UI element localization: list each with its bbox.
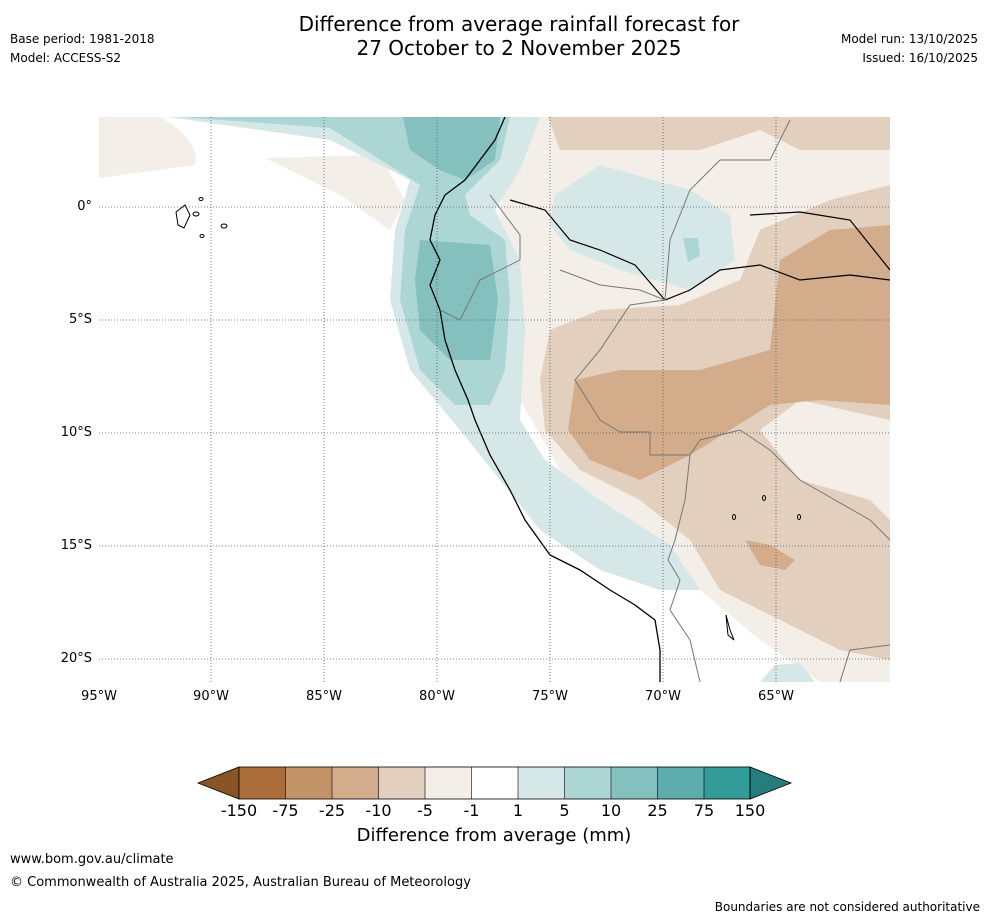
- colorbar-title: Difference from average (mm): [356, 825, 632, 846]
- boundaries-disclaimer: Boundaries are not considered authoritat…: [714, 900, 980, 914]
- colorbar-swatch: [332, 767, 379, 799]
- colorbar-tick: -5: [417, 801, 433, 820]
- colorbar-extend-low: [196, 766, 240, 800]
- copyright: © Commonwealth of Australia 2025, Austra…: [10, 875, 471, 890]
- lon-label: 80°W: [419, 689, 455, 704]
- colorbar-extend-high: [749, 766, 793, 800]
- colorbar-tick: 1: [512, 801, 524, 820]
- colorbar-swatch: [704, 767, 750, 799]
- colorbar-swatch: [611, 767, 658, 799]
- base-period: Base period: 1981-2018: [10, 32, 155, 46]
- title-line-1: Difference from average rainfall forecas…: [298, 12, 740, 36]
- lat-label: 0°: [77, 199, 92, 214]
- issued-date: Issued: 16/10/2025: [862, 51, 978, 65]
- lon-label: 90°W: [193, 689, 229, 704]
- title-line-2: 27 October to 2 November 2025: [356, 36, 682, 60]
- colorbar-tick: 10: [600, 801, 622, 820]
- colorbar-swatch: [378, 767, 425, 799]
- colorbar-tick: -25: [318, 801, 346, 820]
- colorbar-tick: -150: [220, 801, 258, 820]
- colorbar-swatch: [657, 767, 704, 799]
- lat-label: 15°S: [60, 538, 92, 553]
- colorbar-swatch: [285, 767, 332, 799]
- colorbar-swatch: [564, 767, 611, 799]
- lat-label: 10°S: [60, 425, 92, 440]
- colorbar-swatch: [518, 767, 565, 799]
- anomaly-shading: [99, 117, 890, 682]
- colorbar-tick: 25: [647, 801, 668, 820]
- lon-label: 95°W: [81, 689, 117, 704]
- colorbar-tick: -10: [365, 801, 392, 820]
- colorbar-swatch: [239, 767, 286, 799]
- lat-label: 5°S: [68, 312, 92, 327]
- colorbar-tick: -75: [272, 801, 299, 820]
- colorbar-tick: -1: [463, 801, 480, 820]
- colorbar-swatch: [471, 767, 518, 799]
- lon-label: 85°W: [306, 689, 342, 704]
- lon-label: 70°W: [645, 689, 681, 704]
- lat-label: 20°S: [60, 651, 92, 666]
- colorbar-swatch: [425, 767, 472, 799]
- lon-label: 65°W: [758, 689, 794, 704]
- colorbar-tick: 75: [693, 801, 715, 820]
- website-link[interactable]: www.bom.gov.au/climate: [10, 852, 174, 867]
- model-run: Model run: 13/10/2025: [840, 32, 978, 46]
- map-gridlines: [99, 117, 890, 682]
- lon-label: 75°W: [532, 689, 568, 704]
- colorbar-tick: 150: [734, 801, 766, 820]
- model-name: Model: ACCESS-S2: [10, 51, 122, 65]
- page-title: Difference from average rainfall forecas…: [194, 12, 844, 60]
- colorbar-tick: 5: [559, 801, 570, 820]
- colorbar: [196, 766, 793, 800]
